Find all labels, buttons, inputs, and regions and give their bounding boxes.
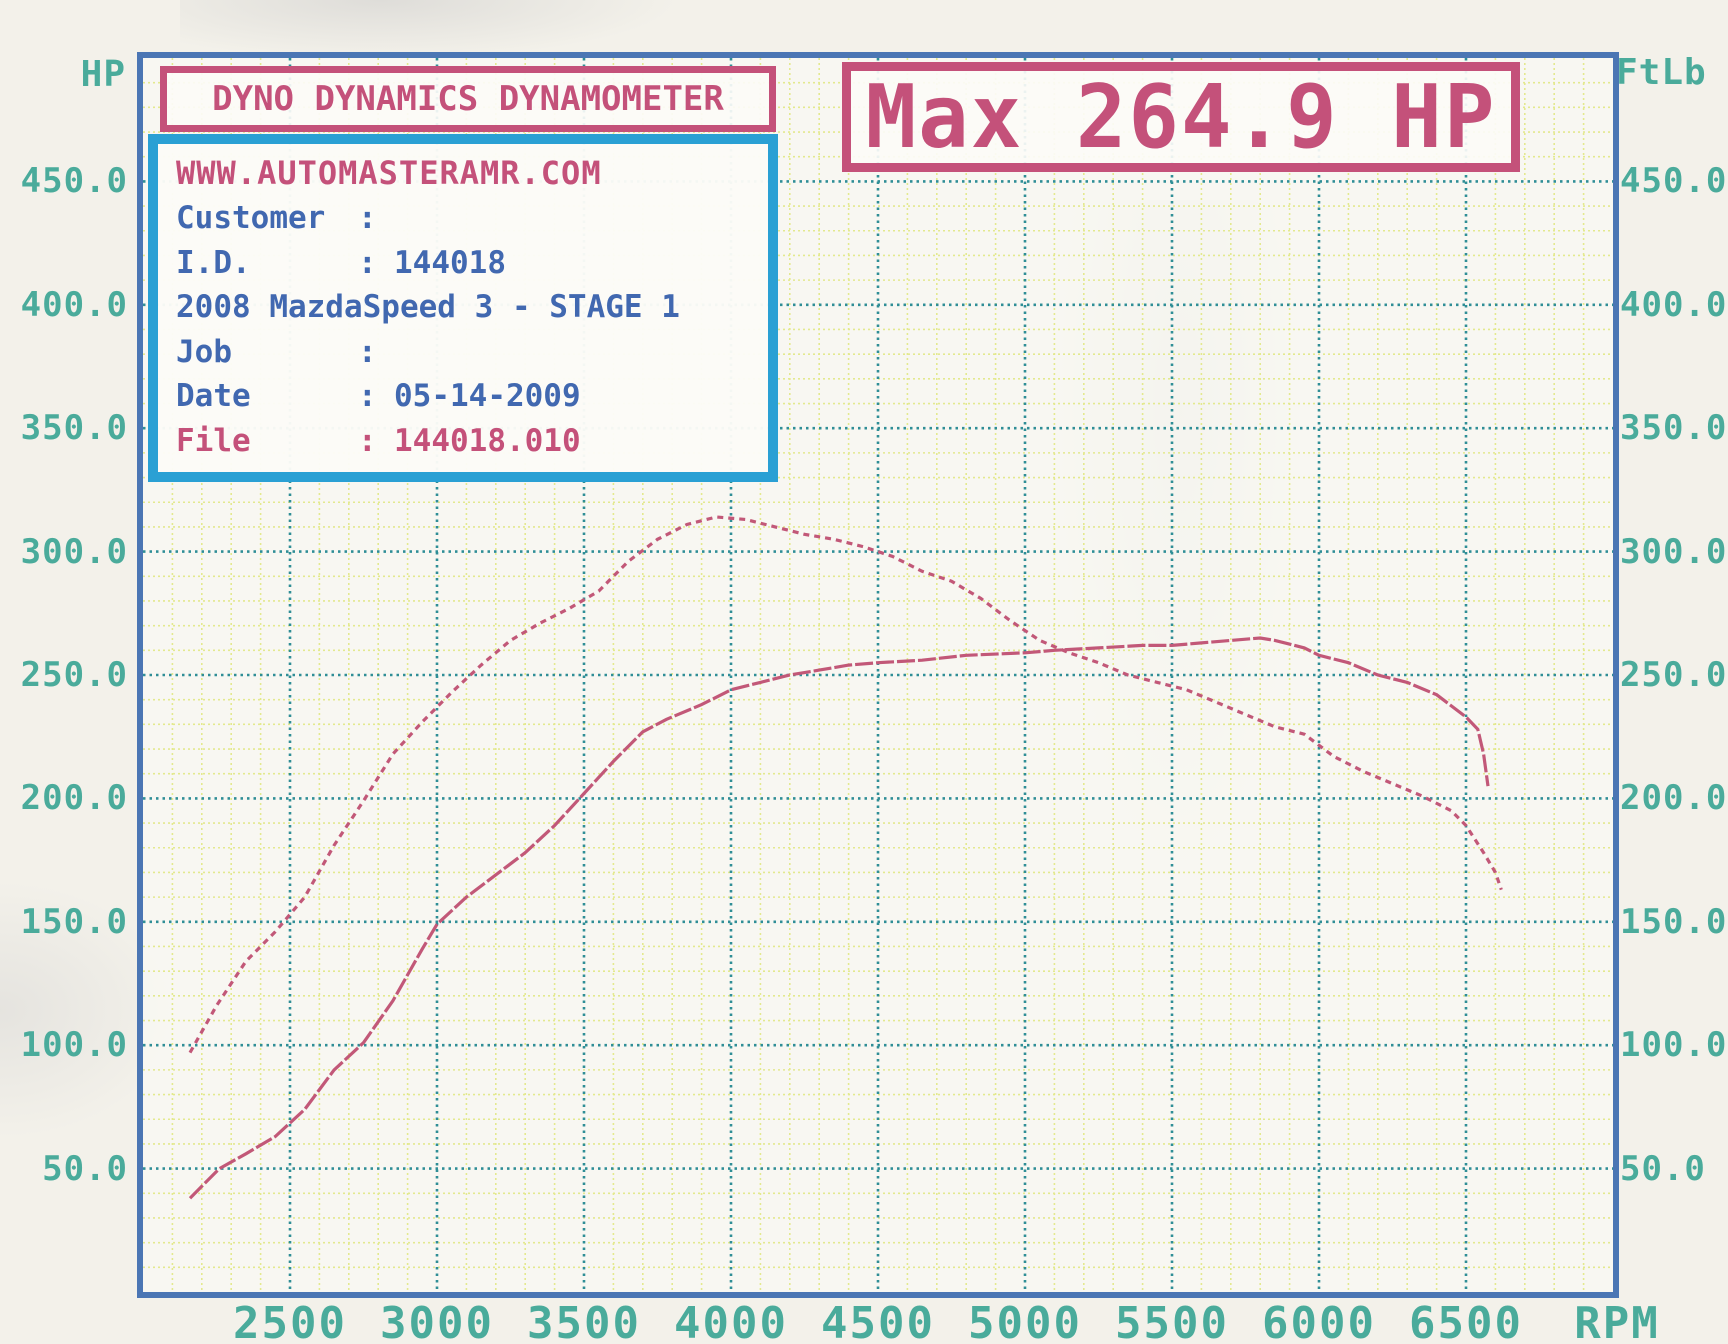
torque-curve — [188, 515, 1503, 1054]
right-axis-unit-label: FtLb — [1616, 52, 1707, 93]
info-row-date: Date:05-14-2009 — [176, 378, 581, 414]
info-row-file: File:144018.010 — [176, 422, 581, 459]
left-tick-450: 450.0 — [20, 161, 128, 202]
rpm-unit-label: RPM — [1574, 1298, 1660, 1344]
info-rows: Customer: I.D.:144018 2008 MazdaSpeed 3 - … — [176, 196, 768, 463]
left-tick-200: 200.0 — [20, 778, 128, 819]
left-tick-350: 350.0 — [20, 408, 128, 449]
bottom-tick-3000: 3000 — [380, 1298, 494, 1344]
website-text: WWW.AUTOMASTERAMR.COM — [176, 154, 602, 192]
right-tick-350: 350.0 — [1620, 408, 1728, 449]
max-hp-banner: Max 264.9 HP — [842, 62, 1520, 172]
info-row-job: Job: — [176, 333, 377, 370]
scan-smudge — [180, 0, 680, 60]
max-hp-text: Max 264.9 HP — [865, 66, 1497, 168]
right-tick-200: 200.0 — [1620, 778, 1728, 819]
horsepower-curve — [188, 636, 1490, 1200]
bottom-tick-4500: 4500 — [821, 1298, 935, 1344]
left-tick-150: 150.0 — [20, 901, 128, 942]
info-row-id: I.D.:144018 — [176, 244, 506, 281]
right-tick-450: 450.0 — [1620, 161, 1728, 202]
bottom-tick-2500: 2500 — [233, 1298, 347, 1344]
info-box: WWW.AUTOMASTERAMR.COM Customer: I.D.:1440… — [148, 134, 778, 482]
left-tick-300: 300.0 — [20, 531, 128, 572]
title-text: DYNO DYNAMICS DYNAMOMETER — [212, 79, 724, 119]
right-tick-100: 100.0 — [1620, 1025, 1728, 1066]
left-tick-250: 250.0 — [20, 655, 128, 695]
right-tick-250: 250.0 — [1620, 655, 1728, 695]
left-axis-unit-label: HP — [80, 54, 126, 95]
left-tick-50: 50.0 — [42, 1148, 128, 1189]
right-tick-300: 300.0 — [1620, 531, 1728, 572]
left-tick-400: 400.0 — [20, 284, 128, 325]
bottom-tick-6000: 6000 — [1262, 1298, 1376, 1344]
bottom-tick-5500: 5500 — [1115, 1298, 1229, 1344]
bottom-tick-3500: 3500 — [527, 1298, 641, 1344]
right-tick-150: 150.0 — [1620, 901, 1728, 942]
left-tick-100: 100.0 — [20, 1025, 128, 1066]
info-row-vehicle: 2008 MazdaSpeed 3 - STAGE 1 — [176, 289, 680, 325]
right-tick-50: 50.0 — [1620, 1148, 1706, 1189]
bottom-tick-5000: 5000 — [968, 1298, 1082, 1344]
info-row-customer: Customer: — [176, 200, 377, 236]
bottom-tick-4000: 4000 — [674, 1298, 788, 1344]
title-box: DYNO DYNAMICS DYNAMOMETER — [160, 66, 776, 132]
right-tick-400: 400.0 — [1620, 284, 1728, 325]
bottom-tick-6500: 6500 — [1409, 1298, 1523, 1344]
